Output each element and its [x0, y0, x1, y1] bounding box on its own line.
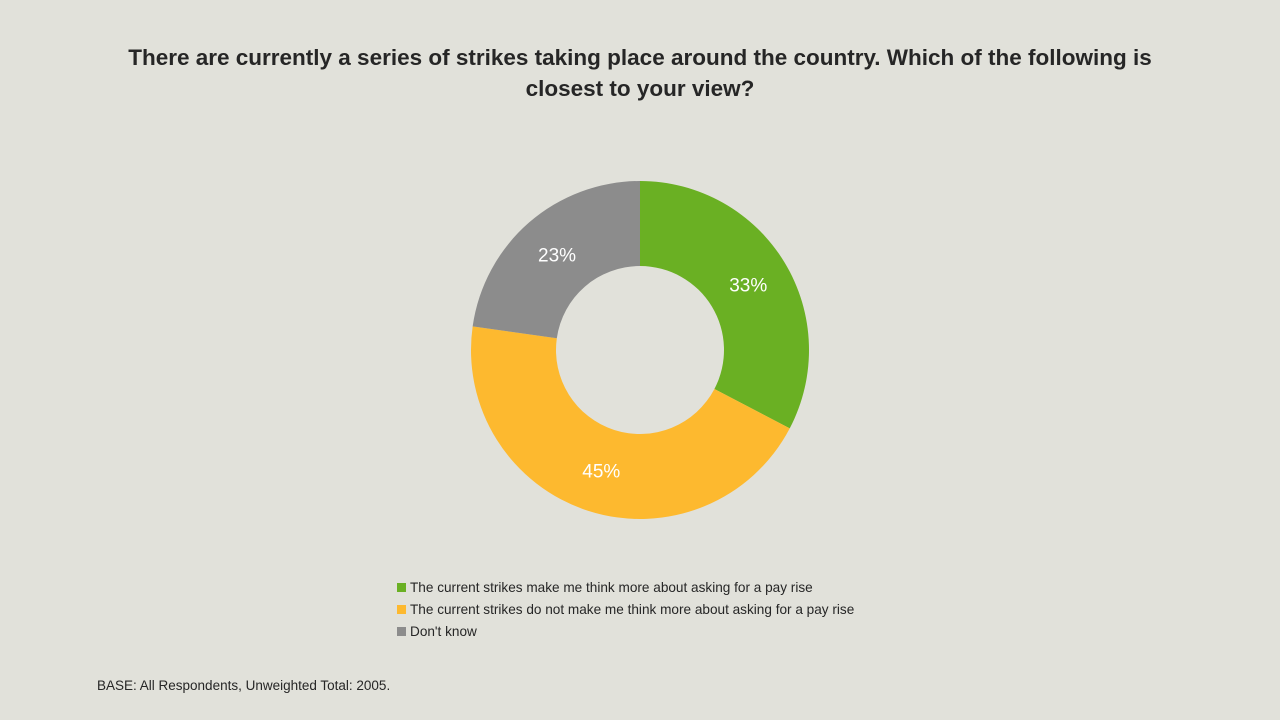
legend-label: Don't know: [410, 623, 477, 639]
data-label: 33%: [729, 275, 767, 296]
legend-label: The current strikes make me think more a…: [410, 579, 813, 595]
legend-label: The current strikes do not make me think…: [410, 601, 855, 617]
legend-item-not-more: The current strikes do not make me think…: [397, 598, 854, 620]
legend-swatch-gray: [397, 626, 406, 636]
donut-slice: [471, 326, 790, 519]
legend-swatch-orange: [397, 604, 406, 614]
base-footnote: BASE: All Respondents, Unweighted Total:…: [97, 678, 391, 693]
donut-slice: [472, 181, 640, 339]
legend-swatch-green: [397, 582, 406, 592]
chart-title: There are currently a series of strikes …: [128, 45, 1152, 101]
legend-item-more: The current strikes make me think more a…: [397, 576, 854, 598]
data-label: 23%: [538, 246, 576, 267]
legend: The current strikes make me think more a…: [397, 576, 854, 642]
donut-slice: [640, 181, 809, 429]
legend-item-dont-know: Don't know: [397, 620, 854, 642]
data-label: 45%: [582, 461, 620, 482]
